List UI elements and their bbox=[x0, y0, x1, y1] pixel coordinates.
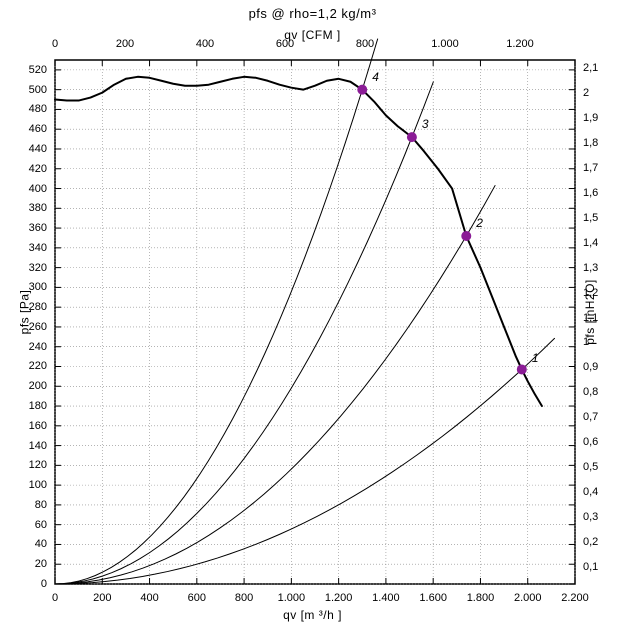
y-axis-tick-260: 260 bbox=[29, 321, 47, 333]
y-axis-tick-360: 360 bbox=[29, 222, 47, 234]
x-axis-tick-1200: 1.200 bbox=[325, 592, 353, 604]
x-axis-tick-2000: 2.000 bbox=[514, 592, 542, 604]
inh2o-axis-tick-1.2: 1,2 bbox=[583, 287, 598, 299]
operating-point-label-1: 1 bbox=[532, 351, 539, 365]
y-axis-tick-40: 40 bbox=[35, 538, 47, 550]
inh2o-axis-tick-1.8: 1,8 bbox=[583, 137, 598, 149]
x-axis-tick-2200: 2.200 bbox=[561, 592, 589, 604]
x-axis-tick-1400: 1.400 bbox=[372, 592, 400, 604]
x-axis-tick-1000: 1.000 bbox=[278, 592, 306, 604]
inh2o-axis-tick-1.7: 1,7 bbox=[583, 162, 598, 174]
y-axis-tick-100: 100 bbox=[29, 479, 47, 491]
y-axis-tick-240: 240 bbox=[29, 341, 47, 353]
operating-point-label-4: 4 bbox=[372, 70, 379, 84]
plot-area: 0 200 400 600 800 1.000 1.200 1.400 1.600 1.800 2.… bbox=[55, 60, 575, 584]
chart-title: pfs @ rho=1,2 kg/m³ bbox=[0, 6, 625, 21]
inh2o-axis-tick-0.6: 0,6 bbox=[583, 436, 598, 448]
inh2o-axis-tick-0.7: 0,7 bbox=[583, 411, 598, 423]
chart-container: pfs @ rho=1,2 kg/m³ qv [CFM ] qv [m ³/h … bbox=[0, 0, 625, 624]
y-axis-tick-160: 160 bbox=[29, 420, 47, 432]
inh2o-axis-tick-0.4: 0,4 bbox=[583, 486, 598, 498]
inh2o-axis-tick-1.4: 1,4 bbox=[583, 237, 598, 249]
operating-point-marker-2[interactable] bbox=[462, 231, 471, 240]
y-axis-tick-180: 180 bbox=[29, 400, 47, 412]
operating-point-marker-1[interactable] bbox=[517, 365, 526, 374]
inh2o-axis-tick-2: 2 bbox=[583, 87, 589, 99]
y-axis-tick-520: 520 bbox=[29, 64, 47, 76]
cfm-axis-tick-200: 200 bbox=[116, 38, 134, 50]
inh2o-axis-tick-0.8: 0,8 bbox=[583, 386, 598, 398]
inh2o-axis-tick-0.5: 0,5 bbox=[583, 461, 598, 473]
y-axis-tick-140: 140 bbox=[29, 440, 47, 452]
y-axis-tick-80: 80 bbox=[35, 499, 47, 511]
y-axis-tick-440: 440 bbox=[29, 143, 47, 155]
y-axis-tick-220: 220 bbox=[29, 360, 47, 372]
y-axis-tick-380: 380 bbox=[29, 202, 47, 214]
y-axis-tick-200: 200 bbox=[29, 380, 47, 392]
inh2o-axis-tick-0.1: 0,1 bbox=[583, 561, 598, 573]
operating-point-label-2: 2 bbox=[476, 216, 483, 230]
inh2o-axis-tick-1.1: 1,1 bbox=[583, 312, 598, 324]
y-axis-tick-460: 460 bbox=[29, 123, 47, 135]
x-axis-tick-400: 400 bbox=[140, 592, 158, 604]
inh2o-axis-tick-1.3: 1,3 bbox=[583, 262, 598, 274]
cfm-axis-tick-1000: 1.000 bbox=[431, 38, 459, 50]
y-axis-tick-300: 300 bbox=[29, 281, 47, 293]
x-axis-tick-1600: 1.600 bbox=[419, 592, 447, 604]
inh2o-axis-tick-2.1: 2,1 bbox=[583, 62, 598, 74]
inh2o-axis-tick-1.6: 1,6 bbox=[583, 187, 598, 199]
operating-point-marker-4[interactable] bbox=[358, 85, 367, 94]
y-axis-tick-400: 400 bbox=[29, 183, 47, 195]
cfm-axis-tick-400: 400 bbox=[196, 38, 214, 50]
x-axis-tick-800: 800 bbox=[235, 592, 253, 604]
y-axis-tick-280: 280 bbox=[29, 301, 47, 313]
x-axis-tick-0: 0 bbox=[52, 592, 58, 604]
y-axis-tick-0: 0 bbox=[41, 578, 47, 590]
operating-point-label-3: 3 bbox=[422, 117, 429, 131]
inh2o-axis-tick-1.5: 1,5 bbox=[583, 212, 598, 224]
y-axis-tick-500: 500 bbox=[29, 84, 47, 96]
inh2o-axis-tick-1.9: 1,9 bbox=[583, 112, 598, 124]
y-axis-tick-60: 60 bbox=[35, 519, 47, 531]
chart-svg bbox=[55, 60, 575, 584]
x-axis-tick-600: 600 bbox=[188, 592, 206, 604]
operating-point-marker-3[interactable] bbox=[407, 133, 416, 142]
y-axis-tick-340: 340 bbox=[29, 242, 47, 254]
y-axis-tick-480: 480 bbox=[29, 103, 47, 115]
cfm-axis-tick-600: 600 bbox=[276, 38, 294, 50]
y-axis-tick-20: 20 bbox=[35, 558, 47, 570]
cfm-axis-tick-800: 800 bbox=[356, 38, 374, 50]
y-axis-tick-120: 120 bbox=[29, 459, 47, 471]
inh2o-axis-tick-1: 1 bbox=[583, 336, 589, 348]
inh2o-axis-tick-0.2: 0,2 bbox=[583, 536, 598, 548]
bottom-axis-label: qv [m ³/h ] bbox=[0, 608, 625, 622]
cfm-axis-tick-0: 0 bbox=[52, 38, 58, 50]
y-axis-tick-320: 320 bbox=[29, 262, 47, 274]
inh2o-axis-tick-0.9: 0,9 bbox=[583, 361, 598, 373]
cfm-axis-tick-1200: 1.200 bbox=[506, 38, 534, 50]
x-axis-tick-1800: 1.800 bbox=[467, 592, 495, 604]
x-axis-tick-200: 200 bbox=[93, 592, 111, 604]
y-axis-tick-420: 420 bbox=[29, 163, 47, 175]
inh2o-axis-tick-0.3: 0,3 bbox=[583, 511, 598, 523]
